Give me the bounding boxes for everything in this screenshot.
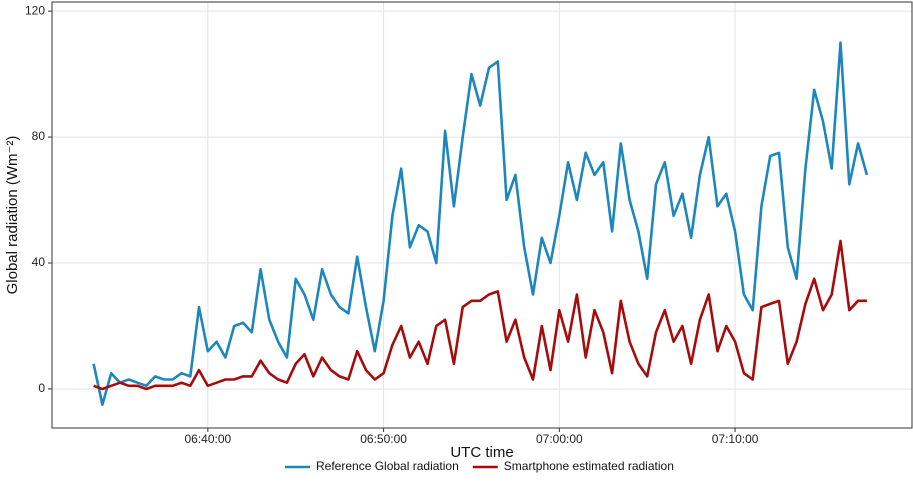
data-line (93, 239, 867, 391)
x-tick-label: 06:50:00 (360, 432, 407, 446)
y-axis-title: Global radiation (Wm⁻²) (4, 136, 21, 295)
y-tick-label: 40 (32, 255, 46, 269)
y-tick-label: 0 (38, 381, 45, 395)
legend-label: Reference Global radiation (316, 459, 459, 473)
x-axis-title: UTC time (450, 444, 513, 461)
x-tick-label: 07:10:00 (712, 432, 759, 446)
y-tick-label: 80 (32, 129, 46, 143)
x-tick-label: 06:40:00 (184, 432, 231, 446)
y-tick-label: 120 (25, 3, 45, 17)
plot-frame (51, 1, 913, 429)
legend-label: Smartphone estimated radiation (504, 459, 674, 473)
data-line (92, 41, 869, 406)
x-tick-label: 07:00:00 (536, 432, 583, 446)
